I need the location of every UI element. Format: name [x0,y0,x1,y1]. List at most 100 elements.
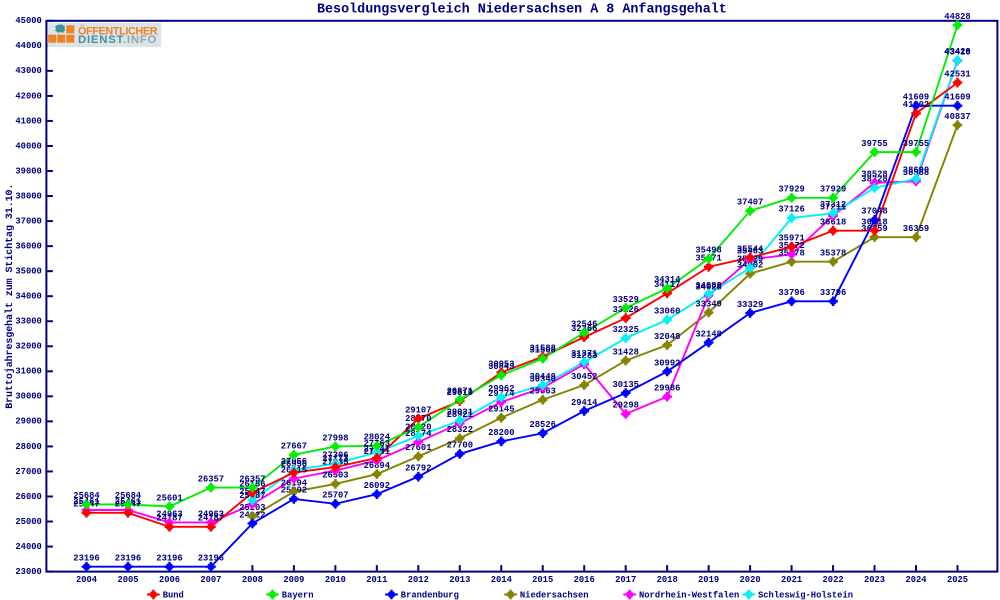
svg-text:23196: 23196 [156,554,182,564]
svg-text:35498: 35498 [695,246,721,256]
svg-text:30135: 30135 [612,380,638,390]
svg-text:37929: 37929 [820,185,846,195]
svg-text:32148: 32148 [695,329,721,339]
svg-text:37929: 37929 [778,185,804,195]
svg-text:ÖFFENTLICHER: ÖFFENTLICHER [78,24,158,37]
svg-text:28200: 28200 [488,428,514,438]
svg-text:29107: 29107 [405,406,431,416]
svg-text:31371: 31371 [571,349,597,359]
svg-text:43000: 43000 [15,66,41,76]
svg-text:42531: 42531 [944,69,970,79]
svg-text:37048: 37048 [861,207,887,217]
svg-text:Bund: Bund [163,591,184,600]
svg-text:37407: 37407 [737,198,763,208]
svg-text:Niedersachsen: Niedersachsen [520,591,589,600]
svg-text:27056: 27056 [281,457,307,467]
svg-text:27173: 27173 [322,454,348,464]
svg-text:41609: 41609 [903,93,929,103]
svg-text:33060: 33060 [654,307,680,317]
svg-text:23196: 23196 [198,554,224,564]
svg-text:24963: 24963 [198,509,224,519]
svg-text:2020: 2020 [740,575,761,585]
svg-text:2009: 2009 [283,575,304,585]
svg-text:39000: 39000 [15,166,41,176]
svg-text:32000: 32000 [15,342,41,352]
svg-text:29031: 29031 [447,407,473,417]
svg-text:38588: 38588 [903,168,929,178]
svg-text:2004: 2004 [76,575,98,585]
svg-text:31508: 31508 [529,345,555,355]
svg-text:2025: 2025 [947,575,968,585]
svg-text:26357: 26357 [198,474,224,484]
svg-text:33529: 33529 [612,295,638,305]
svg-text:26194: 26194 [281,478,308,488]
svg-text:29298: 29298 [612,401,638,411]
svg-text:26894: 26894 [364,461,391,471]
svg-text:32048: 32048 [654,332,680,342]
svg-text:28322: 28322 [447,425,473,435]
svg-text:33796: 33796 [778,288,804,298]
svg-text:29145: 29145 [488,405,514,415]
svg-text:38528: 38528 [861,170,887,180]
svg-text:35463: 35463 [737,246,763,256]
svg-text:26357: 26357 [239,474,265,484]
svg-text:27998: 27998 [322,433,348,443]
svg-text:2024: 2024 [905,575,927,585]
svg-text:37312: 37312 [820,200,846,210]
svg-text:31283: 31283 [571,351,597,361]
svg-text:34028: 34028 [695,282,721,292]
svg-text:2017: 2017 [615,575,636,585]
svg-text:30953: 30953 [488,359,514,369]
svg-text:25000: 25000 [15,517,41,527]
svg-text:29962: 29962 [488,384,514,394]
svg-text:33796: 33796 [820,288,846,298]
svg-text:35000: 35000 [15,267,41,277]
svg-text:2005: 2005 [117,575,138,585]
svg-text:2018: 2018 [657,575,678,585]
svg-text:25601: 25601 [156,493,182,503]
svg-text:2006: 2006 [159,575,180,585]
svg-text:29810: 29810 [447,388,473,398]
svg-text:26092: 26092 [364,481,390,491]
svg-text:DIENST.INFO: DIENST.INFO [78,34,157,46]
svg-text:27306: 27306 [322,451,348,461]
svg-text:29986: 29986 [654,384,680,394]
svg-text:31588: 31588 [529,343,555,353]
svg-text:41609: 41609 [944,93,970,103]
svg-text:Brandenburg: Brandenburg [401,591,459,600]
svg-text:35378: 35378 [820,249,846,259]
svg-text:2019: 2019 [698,575,719,585]
svg-text:32546: 32546 [571,319,597,329]
svg-text:41000: 41000 [15,116,41,126]
svg-text:27000: 27000 [15,467,41,477]
svg-text:33349: 33349 [695,299,721,309]
svg-text:2013: 2013 [449,575,470,585]
svg-text:32325: 32325 [612,325,638,335]
svg-text:Bayern: Bayern [282,591,314,600]
svg-text:26792: 26792 [405,464,431,474]
svg-text:45000: 45000 [15,16,41,26]
svg-text:34314: 34314 [654,275,681,285]
svg-text:2011: 2011 [366,575,387,585]
svg-text:39755: 39755 [861,139,887,149]
svg-text:24000: 24000 [15,542,41,552]
svg-text:44828: 44828 [944,12,970,22]
svg-text:37126: 37126 [778,205,804,215]
svg-text:26956: 26956 [281,459,307,469]
svg-text:43410: 43410 [944,47,970,57]
svg-text:39755: 39755 [903,139,929,149]
svg-text:43428: 43428 [944,47,970,57]
svg-text:38690: 38690 [903,166,929,176]
svg-text:35544: 35544 [737,244,764,254]
svg-text:2014: 2014 [491,575,513,585]
svg-text:Schleswig-Holstein: Schleswig-Holstein [758,591,853,600]
svg-text:26503: 26503 [322,471,348,481]
svg-text:40837: 40837 [944,112,970,122]
svg-text:44000: 44000 [15,41,41,51]
svg-text:28921: 28921 [447,410,473,420]
svg-text:2010: 2010 [325,575,346,585]
svg-text:36359: 36359 [903,224,929,234]
svg-text:29414: 29414 [571,398,598,408]
svg-text:25684: 25684 [73,491,100,501]
svg-text:26000: 26000 [15,492,41,502]
